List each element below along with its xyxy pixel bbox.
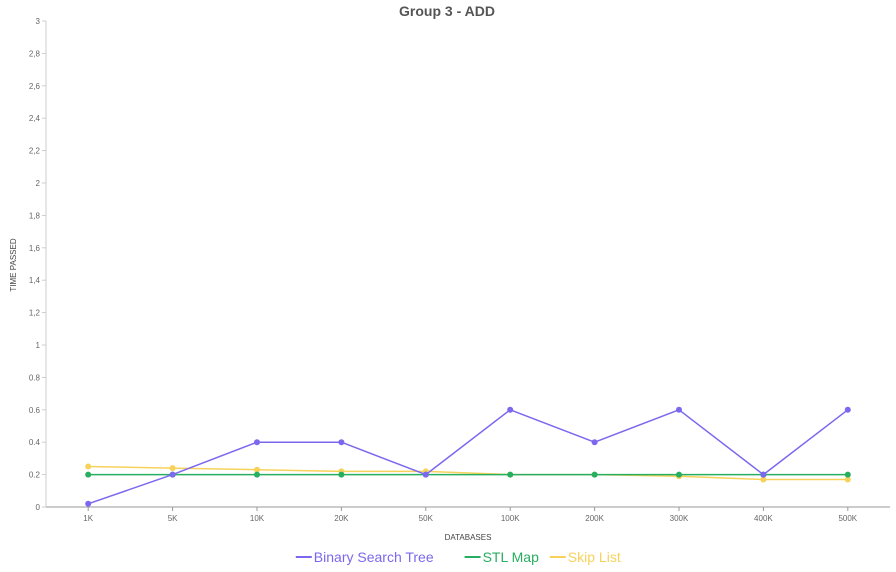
data-point-stl-map[interactable] (85, 471, 92, 478)
y-tick-label: 0.6 (29, 406, 41, 415)
y-tick-label: 2,8 (29, 49, 41, 58)
series-layer (85, 406, 851, 507)
x-tick-label: 10K (250, 514, 265, 523)
legend-label-stl-map: STL Map (483, 549, 539, 565)
series-skip-list (85, 463, 851, 483)
x-tick-label: 5K (168, 514, 178, 523)
tick-labels: 0 0.2 0.4 0.6 0.8 1 1,2 1,4 1,6 1,8 2 2,2 2,4 2,6 2,8 3… (29, 17, 858, 523)
data-point-skip-list[interactable] (85, 463, 92, 470)
series-binary-search-tree (85, 406, 851, 507)
x-tick-label: 50K (419, 514, 434, 523)
y-tick-label: 1,4 (29, 276, 41, 285)
x-tick-label: 400K (754, 514, 773, 523)
data-point-binary-search-tree[interactable] (169, 471, 176, 478)
legend-item-binary-search-tree[interactable]: Binary Search Tree (295, 549, 434, 565)
data-point-skip-list[interactable] (760, 476, 767, 483)
legend[interactable]: Binary Search Tree STL Map Skip List (295, 549, 621, 565)
data-point-binary-search-tree[interactable] (254, 439, 260, 446)
data-point-binary-search-tree[interactable] (844, 406, 851, 413)
data-point-binary-search-tree[interactable] (760, 471, 767, 478)
data-point-binary-search-tree[interactable] (422, 471, 429, 478)
data-point-stl-map[interactable] (507, 471, 514, 478)
chart-title: Group 3 - ADD (399, 3, 495, 19)
series-line-binary-search-tree (87, 409, 849, 505)
series-line-skip-list (88, 465, 848, 481)
data-point-binary-search-tree[interactable] (338, 439, 345, 446)
x-tick-label: 500K (838, 514, 857, 523)
legend-label-skip-list: Skip List (568, 549, 621, 565)
y-tick-label: 3 (36, 17, 41, 26)
y-tick-label: 1,6 (29, 244, 41, 253)
data-point-stl-map[interactable] (676, 471, 682, 478)
x-tick-label: 200K (585, 514, 604, 523)
data-point-binary-search-tree[interactable] (85, 500, 92, 507)
y-tick-label: 2,6 (29, 82, 41, 91)
data-point-binary-search-tree[interactable] (591, 439, 598, 446)
x-tick-label: 1K (83, 514, 93, 523)
data-point-binary-search-tree[interactable] (676, 406, 682, 413)
x-tick-label: 100K (501, 514, 520, 523)
data-point-stl-map[interactable] (254, 471, 260, 478)
data-point-stl-map[interactable] (338, 471, 345, 478)
y-tick-label: 2 (36, 179, 41, 188)
data-point-skip-list[interactable] (254, 466, 260, 473)
x-axis-label: DATABASES (445, 533, 492, 542)
y-tick-label: 1,2 (29, 309, 41, 318)
x-tick-label: 300K (670, 514, 689, 523)
data-point-stl-map[interactable] (844, 471, 851, 478)
data-point-skip-list[interactable] (844, 476, 851, 483)
legend-item-stl-map[interactable]: STL Map (464, 549, 539, 565)
y-tick-label: 1,8 (29, 211, 41, 220)
y-tick-label: 2,4 (29, 114, 41, 123)
y-axis-label: TIME PASSED (9, 238, 18, 291)
x-tick-label: 20K (334, 514, 349, 523)
y-tick-label: 0 (36, 503, 41, 512)
y-tick-label: 0.8 (29, 373, 41, 382)
data-point-skip-list[interactable] (169, 465, 176, 472)
legend-item-skip-list[interactable]: Skip List (549, 549, 621, 565)
y-tick-label: 1 (36, 341, 41, 350)
data-point-stl-map[interactable] (591, 471, 598, 478)
axes (42, 20, 890, 511)
legend-label-binary-search-tree: Binary Search Tree (314, 549, 434, 565)
data-point-binary-search-tree[interactable] (507, 406, 514, 413)
y-tick-label: 2,2 (29, 147, 41, 156)
y-tick-label: 0.4 (29, 438, 41, 447)
y-tick-label: 0.2 (29, 471, 41, 480)
